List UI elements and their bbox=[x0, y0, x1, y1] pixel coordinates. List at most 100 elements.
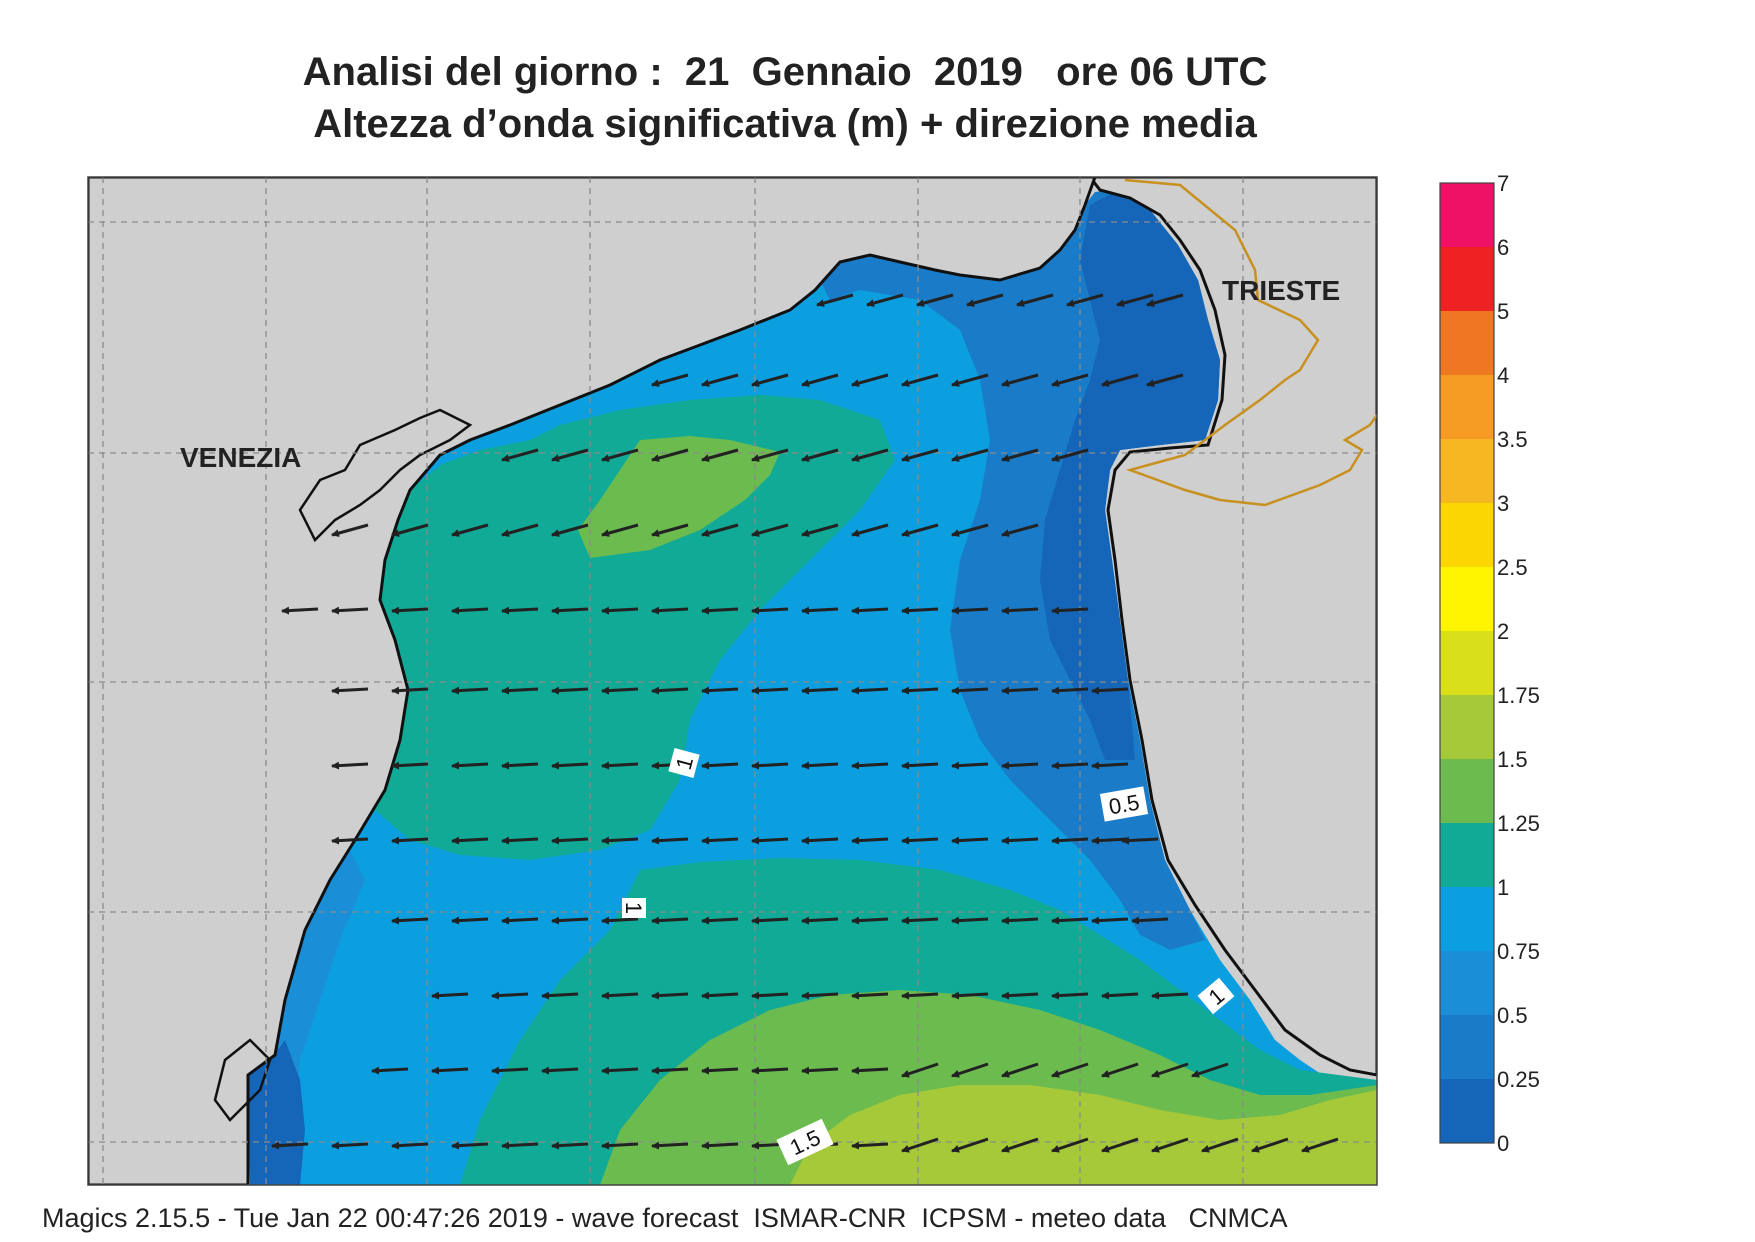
direction-arrow bbox=[501, 606, 539, 615]
legend-swatch bbox=[1440, 1079, 1494, 1143]
direction-arrow bbox=[1051, 606, 1089, 615]
direction-arrow bbox=[491, 1066, 529, 1075]
city-label-trieste: TRIESTE bbox=[1222, 275, 1340, 306]
direction-arrow bbox=[751, 448, 789, 462]
direction-arrow bbox=[966, 293, 1004, 307]
direction-arrow bbox=[1131, 916, 1169, 925]
direction-arrow bbox=[851, 606, 889, 615]
direction-arrow bbox=[701, 1066, 739, 1075]
direction-arrow bbox=[701, 761, 739, 770]
direction-arrow bbox=[801, 686, 839, 695]
legend-tick-label: 5 bbox=[1497, 299, 1509, 324]
direction-arrow bbox=[451, 686, 489, 695]
legend-tick-label: 3 bbox=[1497, 491, 1509, 516]
legend-tick-label: 2.5 bbox=[1497, 555, 1528, 580]
direction-arrow bbox=[1151, 1062, 1189, 1078]
direction-arrow bbox=[1191, 1062, 1229, 1078]
direction-arrow bbox=[651, 523, 689, 537]
direction-arrow bbox=[1091, 761, 1129, 770]
direction-arrow bbox=[751, 836, 789, 845]
legend-swatch bbox=[1440, 183, 1494, 247]
direction-arrow bbox=[331, 606, 369, 615]
national-border bbox=[1124, 178, 1377, 507]
legend-swatch bbox=[1440, 759, 1494, 823]
direction-arrow bbox=[651, 448, 689, 462]
direction-arrow bbox=[651, 373, 689, 387]
direction-arrow bbox=[1091, 686, 1129, 695]
direction-arrow bbox=[901, 523, 939, 537]
direction-arrow bbox=[1101, 373, 1139, 387]
direction-arrow bbox=[551, 761, 589, 770]
direction-arrow bbox=[1001, 991, 1039, 1000]
direction-arrow bbox=[451, 836, 489, 845]
direction-arrow bbox=[851, 448, 889, 462]
direction-arrow bbox=[751, 1066, 789, 1075]
direction-arrow bbox=[501, 836, 539, 845]
direction-arrow bbox=[851, 836, 889, 845]
direction-arrow bbox=[816, 293, 854, 307]
po-delta-outline bbox=[213, 1038, 272, 1122]
legend-swatch bbox=[1440, 311, 1494, 375]
direction-arrow bbox=[1001, 686, 1039, 695]
direction-arrow bbox=[701, 523, 739, 537]
legend-tick-label: 1.5 bbox=[1497, 747, 1528, 772]
direction-arrow bbox=[451, 916, 489, 925]
direction-arrow bbox=[281, 606, 319, 615]
direction-arrow bbox=[1001, 836, 1039, 845]
direction-arrow bbox=[331, 686, 369, 695]
legend-swatch bbox=[1440, 1015, 1494, 1079]
direction-arrow bbox=[1001, 373, 1039, 387]
legend-swatch bbox=[1440, 375, 1494, 439]
direction-arrow bbox=[701, 836, 739, 845]
direction-arrow bbox=[1001, 1137, 1039, 1153]
legend-tick-label: 0.5 bbox=[1497, 1003, 1528, 1028]
direction-arrow bbox=[751, 991, 789, 1000]
direction-arrow bbox=[901, 448, 939, 462]
direction-arrow bbox=[851, 761, 889, 770]
legend-tick-label: 1 bbox=[1497, 875, 1509, 900]
legend-swatch bbox=[1440, 951, 1494, 1015]
direction-arrow bbox=[501, 761, 539, 770]
contour-label: 0.5 bbox=[1099, 786, 1149, 822]
direction-arrow bbox=[601, 686, 639, 695]
direction-arrow bbox=[901, 991, 939, 1000]
direction-arrow bbox=[851, 373, 889, 387]
direction-arrow bbox=[951, 991, 989, 1000]
direction-arrow bbox=[751, 686, 789, 695]
direction-arrow bbox=[651, 606, 689, 615]
legend-swatch bbox=[1440, 247, 1494, 311]
direction-arrow bbox=[601, 916, 639, 925]
direction-arrow bbox=[851, 991, 889, 1000]
legend-swatch bbox=[1440, 503, 1494, 567]
grid bbox=[88, 177, 1377, 1185]
direction-arrow bbox=[601, 1141, 639, 1150]
direction-arrow bbox=[951, 523, 989, 537]
direction-arrow bbox=[866, 293, 904, 307]
direction-arrow bbox=[501, 686, 539, 695]
direction-arrow bbox=[651, 686, 689, 695]
direction-arrow bbox=[501, 1141, 539, 1150]
direction-arrow bbox=[1051, 836, 1089, 845]
land-east bbox=[1088, 177, 1377, 1077]
direction-arrow bbox=[1101, 1137, 1139, 1153]
direction-arrow bbox=[951, 836, 989, 845]
direction-arrow bbox=[801, 1066, 839, 1075]
direction-arrow bbox=[751, 916, 789, 925]
band-0.25-east bbox=[1040, 190, 1220, 760]
legend-tick-label: 1.75 bbox=[1497, 683, 1540, 708]
direction-arrow bbox=[1001, 916, 1039, 925]
direction-arrow bbox=[801, 448, 839, 462]
band-0.25-southwest bbox=[248, 1040, 305, 1185]
map-title: Analisi del giorno : 21 Gennaio 2019 ore… bbox=[302, 50, 1268, 94]
color-legend: 7 6 5 4 3.5 3 2.5 2 1.75 1.5 1.25 1 0.75 0.5 0.25 0 bbox=[1439, 171, 1540, 1156]
direction-arrow bbox=[651, 1066, 689, 1075]
direction-arrow bbox=[751, 761, 789, 770]
direction-arrow bbox=[916, 293, 954, 307]
direction-arrow bbox=[651, 991, 689, 1000]
direction-arrow bbox=[801, 991, 839, 1000]
direction-arrow bbox=[371, 1066, 409, 1075]
direction-arrow bbox=[1151, 1137, 1189, 1153]
direction-arrow bbox=[801, 916, 839, 925]
legend-tick-label: 2 bbox=[1497, 619, 1509, 644]
